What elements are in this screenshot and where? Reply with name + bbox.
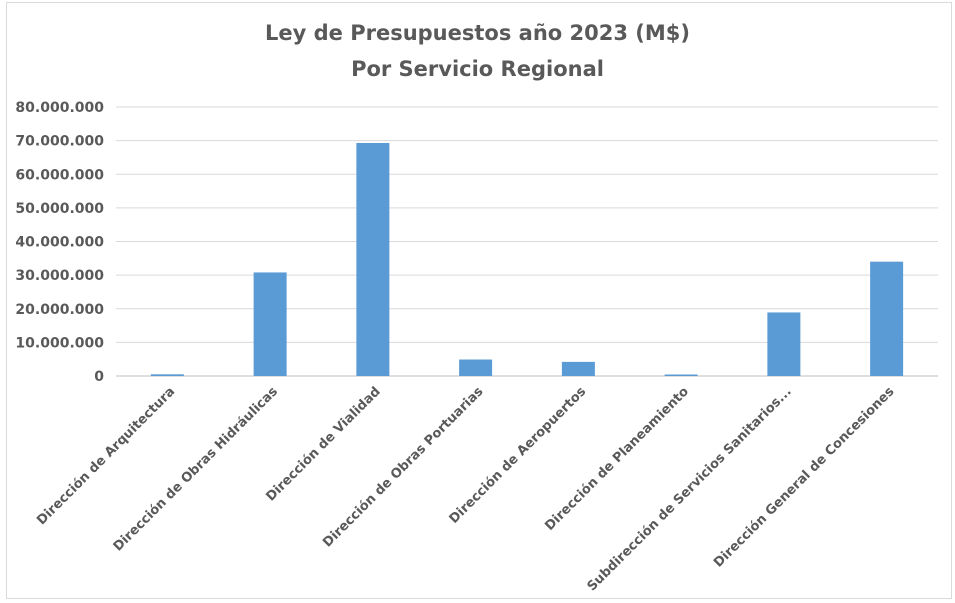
bars [150, 142, 904, 376]
chart-frame [6, 2, 952, 599]
x-tick-label: Subdirección de Servicios Sanitarios... [585, 384, 795, 594]
bar [767, 312, 801, 376]
y-tick-label: 20.000.000 [15, 302, 104, 318]
y-tick-label: 80.000.000 [15, 100, 104, 116]
chart-title: Ley de Presupuestos año 2023 (M$) [265, 21, 690, 45]
y-tick-label: 40.000.000 [15, 235, 104, 251]
bar [150, 374, 184, 376]
chart-subtitle: Por Servicio Regional [351, 57, 604, 81]
y-tick-label: 10.000.000 [15, 335, 104, 351]
y-tick-label: 70.000.000 [15, 134, 104, 150]
bar [253, 272, 287, 376]
bar [356, 142, 390, 376]
y-tick-label: 0 [94, 369, 104, 385]
x-tick-label: Dirección de Vialidad [263, 384, 383, 504]
bar [870, 261, 904, 376]
bar [459, 359, 493, 376]
bar [664, 374, 698, 376]
x-tick-label: Dirección de Obras Hidráulicas [111, 384, 281, 554]
y-tick-label: 50.000.000 [15, 201, 104, 217]
y-tick-label: 60.000.000 [15, 167, 104, 183]
y-axis: 0 10.000.000 20.000.000 30.000.000 40.000.00… [15, 100, 104, 385]
bar [561, 361, 595, 376]
y-tick-label: 30.000.000 [15, 268, 104, 284]
x-tick-label: Dirección General de Concesiones [711, 384, 898, 571]
gridlines [116, 106, 938, 377]
x-tick-label: Dirección de Obras Portuarias [320, 384, 486, 550]
